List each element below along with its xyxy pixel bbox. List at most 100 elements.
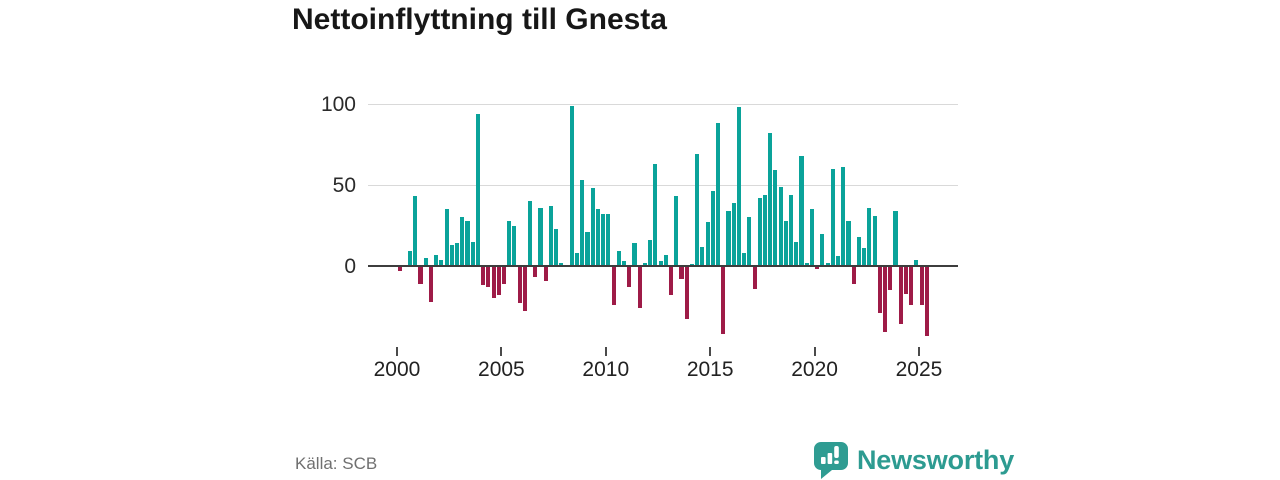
x-tick-2020 xyxy=(813,347,816,356)
bar-2019-q1 xyxy=(794,241,799,266)
bar-2012-q2 xyxy=(653,163,658,266)
source-label: Källa: SCB xyxy=(295,454,378,473)
bar-2005-q2 xyxy=(507,220,512,266)
bar-2019-q3 xyxy=(804,262,809,266)
bar-2018-q2 xyxy=(778,186,783,266)
x-axis-label-2020: 2020 xyxy=(791,358,838,381)
x-axis-label-2000: 2000 xyxy=(373,358,421,381)
bar-2015-q2 xyxy=(715,123,721,266)
x-tick-2010 xyxy=(604,347,607,356)
bar-2011-q2 xyxy=(632,243,637,266)
x-axis-label-2005: 2005 xyxy=(478,358,525,381)
newsworthy-logo-text: Newsworthy xyxy=(857,444,1015,475)
x-tick-2025 xyxy=(917,347,920,356)
bar-2009-q4 xyxy=(601,214,606,266)
bar-2002-q1 xyxy=(439,259,444,266)
bar-2008-q4 xyxy=(580,180,585,266)
bar-2023-q4 xyxy=(893,210,898,266)
bar-2021-q4 xyxy=(851,266,856,284)
bar-2012-q4 xyxy=(663,254,668,266)
newsworthy-logo: Newsworthy xyxy=(813,441,1014,479)
bar-2007-q3 xyxy=(554,228,559,266)
bar-chart-plot: 0 50 100 2000 2005 2010 2015 2020 2025 xyxy=(320,92,958,381)
bar-2004-q2 xyxy=(486,266,491,288)
bar-2017-q2 xyxy=(757,197,762,266)
gridline-100 xyxy=(368,103,958,105)
bar-2016-q1 xyxy=(731,202,736,266)
bar-2010-q4 xyxy=(622,261,627,266)
bar-2017-q4 xyxy=(768,133,773,266)
bar-2002-q2 xyxy=(444,209,449,266)
bar-2007-q4 xyxy=(559,262,564,266)
bar-2017-q1 xyxy=(752,266,757,289)
bar-2013-q3 xyxy=(679,266,684,279)
bar-2019-q2 xyxy=(799,155,804,266)
bar-2016-q2 xyxy=(736,107,741,266)
bar-2020-q4 xyxy=(830,168,835,266)
bar-2012-q3 xyxy=(658,261,663,266)
bar-2007-q1 xyxy=(543,266,548,281)
bar-2004-q1 xyxy=(481,266,486,286)
y-axis-label-50: 50 xyxy=(332,173,356,197)
bar-2002-q3 xyxy=(449,244,454,266)
bar-2018-q4 xyxy=(789,194,794,266)
bar-2018-q1 xyxy=(773,170,778,266)
bar-2011-q4 xyxy=(642,262,647,266)
bar-2025-q2 xyxy=(924,266,929,336)
bar-2001-q4 xyxy=(434,254,439,266)
bar-2023-q1 xyxy=(877,266,882,313)
bar-2020-q3 xyxy=(825,262,830,266)
bar-2002-q4 xyxy=(454,243,460,266)
bar-2018-q3 xyxy=(783,220,788,266)
bar-2024-q2 xyxy=(903,266,908,294)
bar-2005-q1 xyxy=(501,266,507,284)
x-axis-label-2025: 2025 xyxy=(895,358,943,381)
bar-2006-q4 xyxy=(538,207,543,266)
bar-2001-q2 xyxy=(423,257,428,266)
bar-2022-q2 xyxy=(862,248,867,266)
bar-2009-q2 xyxy=(590,188,595,266)
bar-2014-q4 xyxy=(705,222,710,266)
bar-2015-q1 xyxy=(710,191,715,266)
bar-2023-q2 xyxy=(883,266,888,333)
bar-2020-q2 xyxy=(820,233,825,266)
bar-2003-q2 xyxy=(465,220,470,266)
bar-2006-q1 xyxy=(522,266,527,312)
x-tick-2015 xyxy=(709,347,712,356)
bar-2003-q3 xyxy=(470,241,475,266)
x-axis-label-2015: 2015 xyxy=(686,358,734,381)
bar-2017-q3 xyxy=(762,194,768,266)
bar-2004-q3 xyxy=(491,266,496,299)
bar-2014-q3 xyxy=(700,246,705,266)
x-axis-zero-line xyxy=(368,265,958,267)
bar-2014-q2 xyxy=(695,154,700,266)
bar-2009-q3 xyxy=(595,209,600,266)
bar-2024-q4 xyxy=(914,259,919,266)
bar-2021-q3 xyxy=(846,220,851,266)
bar-2012-q1 xyxy=(648,240,653,266)
bar-2006-q2 xyxy=(528,201,533,266)
bar-2015-q4 xyxy=(726,210,731,266)
bar-2000-q3 xyxy=(407,251,413,266)
bar-2006-q3 xyxy=(533,266,538,278)
bar-2023-q3 xyxy=(888,266,893,291)
y-axis-label-100: 100 xyxy=(320,92,356,116)
bar-2021-q1 xyxy=(836,256,841,266)
bar-2015-q3 xyxy=(721,266,726,335)
chart-title: Nettoinflyttning till Gnesta xyxy=(292,3,667,36)
bar-2010-q2 xyxy=(611,266,616,305)
bar-2001-q1 xyxy=(418,266,423,284)
bar-2010-q1 xyxy=(606,214,611,266)
y-axis-label-0: 0 xyxy=(344,254,356,278)
bar-2024-q1 xyxy=(898,266,903,325)
bar-2020-q1 xyxy=(815,266,820,270)
bar-2005-q4 xyxy=(517,266,522,304)
bar-2024-q3 xyxy=(909,266,914,305)
bar-2022-q3 xyxy=(867,207,872,266)
bar-2016-q3 xyxy=(742,253,747,266)
bar-2004-q4 xyxy=(496,266,501,296)
bar-2000-q4 xyxy=(413,196,418,266)
bar-2011-q3 xyxy=(637,266,642,309)
bar-2005-q3 xyxy=(512,225,517,266)
gridline-50 xyxy=(368,184,958,186)
